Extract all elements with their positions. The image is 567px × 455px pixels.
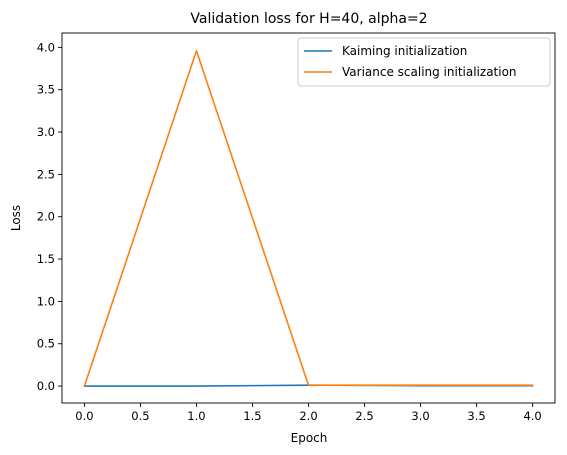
chart-title: Validation loss for H=40, alpha=2 [190,11,427,27]
y-tick-label: 1.5 [37,252,55,266]
x-axis-label: Epoch [291,431,328,445]
legend-box [297,37,551,87]
x-tick-label: 2.0 [299,409,317,423]
x-tick-label: 3.0 [411,409,429,423]
y-tick-label: 4.0 [37,40,55,54]
x-tick-label: 0.0 [75,409,93,423]
y-tick-label: 3.5 [37,83,55,97]
y-tick-label: 0.5 [37,337,55,351]
y-tick-label: 0.0 [37,379,55,393]
series-line-2 [83,49,534,388]
x-tick-label: 1.5 [243,409,261,423]
y-tick-label: 1.0 [37,294,55,308]
x-tick-label: 2.5 [355,409,373,423]
legend: Kaiming initialization Variance scaling i… [297,37,551,87]
x-tick-label: 4.0 [523,409,541,423]
axes-layer: 0.0 0.5 1.0 1.5 2.0 2.5 3.0 3.5 4.0 0.0 0.5 1.0 1.5 2… [37,32,556,423]
legend-label: Variance scaling initialization [342,65,517,79]
y-tick-label: 3.0 [37,125,55,139]
x-tick-label: 3.5 [467,409,485,423]
plot-frame [61,32,556,404]
y-tick-label: 2.5 [37,167,55,181]
x-tick-label: 0.5 [131,409,149,423]
y-axis-label: Loss [9,205,23,231]
x-tick-label: 1.0 [187,409,205,423]
legend-label: Kaiming initialization [342,44,467,58]
series-layer [83,49,534,388]
y-tick-label: 2.0 [37,210,55,224]
